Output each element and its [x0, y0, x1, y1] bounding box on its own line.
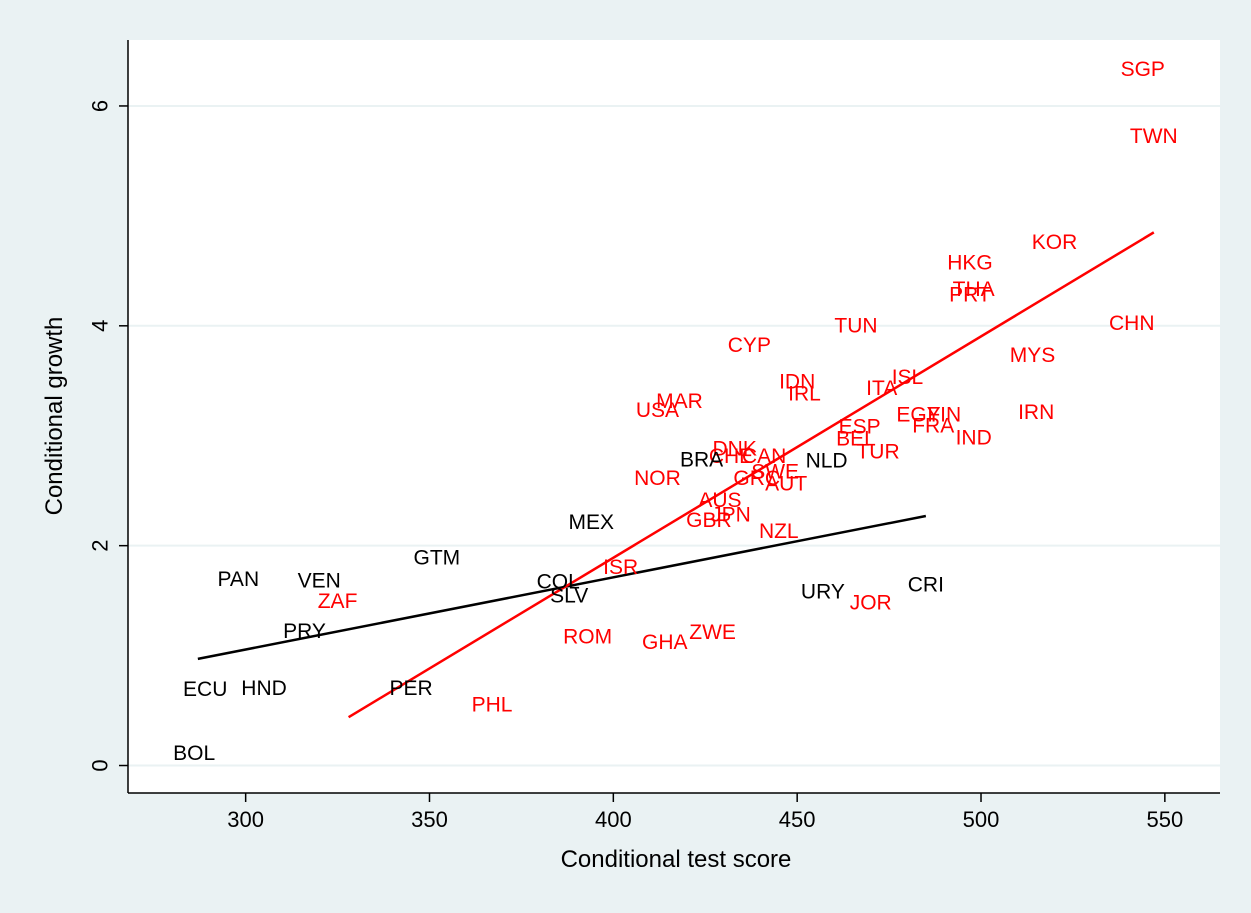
point-bel: BEL [836, 428, 876, 451]
point-pry: PRY [283, 620, 326, 643]
point-tha: THA [953, 278, 995, 301]
point-irn: IRN [1018, 401, 1054, 424]
point-ury: URY [801, 580, 845, 603]
point-aut: AUT [765, 473, 807, 496]
point-nld: NLD [806, 450, 848, 473]
point-usa: USA [636, 399, 679, 422]
point-tur: TUR [856, 441, 899, 464]
point-jpn: JPN [711, 503, 751, 526]
point-kor: KOR [1032, 231, 1078, 254]
point-gbr: GBR [686, 509, 732, 532]
point-jor: JOR [850, 591, 892, 614]
point-swe: SWE [751, 461, 799, 484]
point-ind: IND [956, 426, 992, 449]
point-can: CAN [742, 445, 786, 468]
point-grc: GRC [733, 467, 780, 490]
point-zaf: ZAF [318, 590, 358, 613]
fit-lines [197, 231, 1155, 719]
point-mys: MYS [1010, 344, 1056, 367]
point-che: CHE [709, 445, 753, 468]
point-esp: ESP [839, 415, 881, 438]
point-sgp: SGP [1121, 58, 1165, 81]
point-gtm: GTM [414, 546, 461, 569]
point-dnk: DNK [712, 437, 756, 460]
point-isl: ISL [892, 366, 924, 389]
point-zwe: ZWE [689, 621, 736, 644]
point-prt: PRT [949, 284, 991, 307]
y-axis-label: Conditional growth [41, 317, 68, 516]
point-slv: SLV [550, 585, 588, 608]
point-cri: CRI [908, 574, 944, 597]
point-gha: GHA [642, 631, 688, 654]
point-fra: FRA [912, 414, 954, 437]
x-tick-label-450: 450 [779, 807, 816, 832]
point-ita: ITA [866, 377, 897, 400]
point-fin: FIN [927, 403, 961, 426]
point-chn: CHN [1109, 312, 1155, 335]
gridlines [128, 104, 1220, 767]
point-irl: IRL [788, 382, 821, 405]
y-tick-label-0: 0 [88, 759, 113, 771]
x-axis-ticks: 300 350 400 450 500 550 [227, 793, 1183, 832]
point-mex: MEX [569, 511, 615, 534]
point-ecu: ECU [183, 678, 227, 701]
point-nor: NOR [634, 467, 681, 490]
point-rom: ROM [563, 625, 612, 648]
x-tick-label-550: 550 [1146, 807, 1183, 832]
x-tick-label-400: 400 [595, 807, 632, 832]
point-bra: BRA [680, 448, 723, 471]
plot-area [128, 40, 1220, 793]
point-hkg: HKG [947, 252, 993, 275]
point-hnd: HND [241, 677, 287, 700]
y-tick-label-6: 6 [88, 100, 113, 112]
y-axis-ticks: 0 2 4 6 [88, 100, 128, 772]
point-col: COL [537, 570, 580, 593]
x-tick-label-500: 500 [963, 807, 1000, 832]
point-aus: AUS [698, 489, 741, 512]
point-isr: ISR [603, 556, 638, 579]
x-tick-label-350: 350 [411, 807, 448, 832]
x-axis-label: Conditional test score [561, 846, 792, 873]
point-egy: EGY [896, 403, 940, 426]
point-phl: PHL [472, 694, 513, 717]
y-tick-label-4: 4 [88, 320, 113, 332]
point-bol: BOL [173, 742, 215, 765]
point-idn: IDN [779, 370, 815, 393]
y-tick-label-2: 2 [88, 540, 113, 552]
point-ven: VEN [298, 569, 341, 592]
point-mar: MAR [656, 390, 703, 413]
point-twn: TWN [1130, 125, 1178, 148]
point-nzl: NZL [759, 520, 799, 543]
point-tun: TUN [834, 314, 877, 337]
fit-line-group-b [347, 231, 1155, 719]
point-pan: PAN [217, 568, 259, 591]
x-tick-label-300: 300 [227, 807, 264, 832]
point-cyp: CYP [728, 334, 771, 357]
point-per: PER [390, 677, 433, 700]
